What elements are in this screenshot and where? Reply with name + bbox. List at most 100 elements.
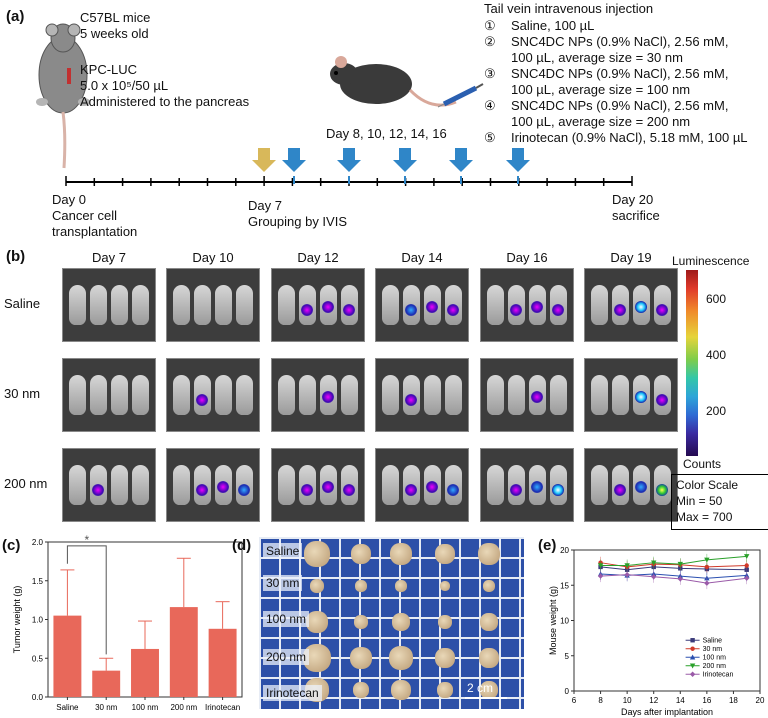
grid-line (259, 537, 524, 539)
significance-bracket (66, 545, 107, 655)
mouse-info: C57BL mice 5 weeks old (80, 10, 151, 41)
panel-a-label: (a) (6, 8, 25, 25)
colorbar-tick-200: 200 (706, 404, 727, 418)
luminescence-spot (426, 301, 438, 313)
luminescence-spot (510, 304, 522, 316)
luminescence-spot (531, 391, 543, 403)
grid-line (259, 697, 524, 699)
tumor-specimen (483, 580, 495, 592)
x-tick-label: 8 (598, 696, 603, 705)
tumor-specimen (478, 543, 500, 565)
tumor-specimen (390, 543, 412, 565)
x-tick-label: 30 nm (95, 703, 118, 712)
mouse-silhouette (382, 285, 399, 325)
y-axis-label: Mouse weight (g) (548, 586, 558, 655)
luminescence-spot (510, 484, 522, 496)
group-item-1: ① Saline, 100 µL (484, 18, 595, 33)
luminescence-spot (552, 304, 564, 316)
mouse-silhouette (299, 375, 316, 415)
x-tick-label: Saline (56, 703, 79, 712)
tumor-specimen (389, 646, 413, 670)
mouse-silhouette (173, 285, 190, 325)
mouse-silhouette (278, 285, 295, 325)
luminescence-spot (447, 304, 459, 316)
ivis-image (271, 268, 365, 342)
data-point (744, 563, 749, 568)
group-row-label: Saline (4, 296, 41, 311)
luminescence-spot (552, 484, 564, 496)
x-tick-label: 16 (702, 696, 711, 705)
group-item-3: ③ SNC4DC NPs (0.9% NaCl), 2.56 mM, 100 µL… (484, 66, 729, 97)
day-column-header: Day 16 (506, 250, 548, 265)
luminescence-spot (196, 394, 208, 406)
cell-info: KPC-LUC 5.0 x 10⁵/50 µL Administered to … (80, 62, 250, 109)
series-line (600, 562, 747, 568)
color-scale-title: Color Scale (676, 478, 739, 492)
color-scale-box: Color Scale Min = 50 Max = 700 (671, 474, 768, 530)
tumor-weight-bar-chart: 0.0 0.5 1.0 1.5 2.0 Tumor weight (g) Saline 30 … (12, 534, 243, 712)
legend-label: 100 nm (703, 655, 727, 662)
ivis-image (375, 268, 469, 342)
mouse-silhouette (341, 375, 358, 415)
grid-line (259, 637, 524, 639)
luminescence-spot (447, 484, 459, 496)
group-item-4: ④ SNC4DC NPs (0.9% NaCl), 2.56 mM, 100 µL… (484, 98, 729, 129)
luminescence-spot (343, 484, 355, 496)
mouse-illustration (36, 23, 90, 169)
grid-line (259, 677, 524, 679)
ivis-image (271, 448, 365, 522)
mouse-silhouette (508, 375, 525, 415)
tumor-row-label: 30 nm (263, 575, 303, 591)
tumor-specimen (355, 580, 367, 592)
luminescence-spot (343, 304, 355, 316)
luminescence-spot (656, 484, 668, 496)
luminescence-spot (656, 304, 668, 316)
data-point (651, 560, 657, 566)
injection-title: Tail vein intravenous injection (484, 1, 654, 16)
x-tick-label: 100 nm (132, 703, 159, 712)
ivis-image (480, 358, 574, 432)
day-column-header: Day 19 (610, 250, 652, 265)
mouse-weight-line-chart: 6 8 10 12 14 16 18 20 0 5 10 15 20 Days after implant… (548, 546, 765, 717)
grid-line (379, 537, 381, 709)
tumor-specimen (479, 648, 499, 668)
luminescence-spot (196, 484, 208, 496)
mouse-silhouette (612, 375, 629, 415)
mouse-silhouette (132, 285, 149, 325)
luminescence-colorbar (686, 270, 698, 456)
y-axis-label: Tumor weight (g) (12, 586, 22, 654)
tumor-specimen (480, 681, 498, 699)
mouse-silhouette (236, 375, 253, 415)
luminescence-spot (635, 391, 647, 403)
tumor-photo: Saline 30 nm 100 nm 200 nm Irinotecan 2 cm (259, 537, 524, 709)
y-tick-label: 0.0 (32, 693, 44, 702)
luminescence-spot (531, 301, 543, 313)
luminescence-spot (405, 484, 417, 496)
luminescence-spot (635, 481, 647, 493)
bar (169, 607, 198, 697)
mouse-silhouette (591, 375, 608, 415)
significance-marker: * (84, 534, 89, 547)
mouse-silhouette (424, 375, 441, 415)
data-point (704, 557, 710, 563)
day7-label: Day 7 Grouping by IVIS (248, 198, 347, 229)
luminescence-spot (301, 484, 313, 496)
mouse-silhouette (487, 465, 504, 505)
group-row-label: 200 nm (4, 476, 48, 491)
colorbar-title: Luminescence (672, 254, 750, 268)
series-line (600, 566, 747, 571)
tumor-row-label: Irinotecan (263, 685, 322, 701)
scale-bar (465, 697, 507, 699)
x-tick-label: 18 (729, 696, 738, 705)
data-point (690, 638, 695, 643)
panel-c-label: (c) (2, 537, 21, 554)
data-point (744, 554, 750, 560)
day-column-header: Day 7 (92, 250, 126, 265)
data-point (689, 654, 696, 660)
group-row-label: 30 nm (4, 386, 41, 401)
legend-label: Irinotecan (703, 672, 734, 679)
mouse-silhouette (173, 375, 190, 415)
tumor-row-label: Saline (263, 543, 303, 559)
ivis-image (375, 448, 469, 522)
color-scale-max: Max = 700 (676, 510, 733, 524)
